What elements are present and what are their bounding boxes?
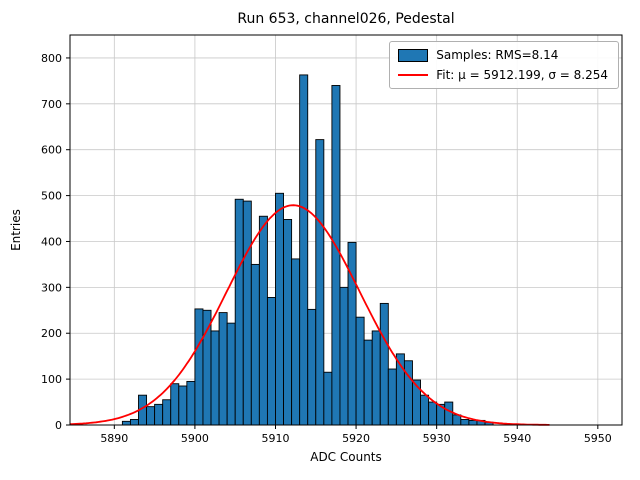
histogram-bar <box>186 380 196 426</box>
x-tick-label: 5920 <box>342 432 370 445</box>
histogram-bar <box>250 263 260 426</box>
histogram-bar <box>452 414 462 426</box>
y-tick-label: 100 <box>41 373 62 386</box>
histogram-bar <box>460 419 470 426</box>
x-tick-label: 5910 <box>261 432 289 445</box>
histogram-bar <box>129 419 139 426</box>
histogram-bar <box>234 198 244 426</box>
x-tick-label: 5900 <box>181 432 209 445</box>
histogram-bar <box>178 385 188 426</box>
histogram-bar <box>266 297 276 426</box>
y-tick-label: 400 <box>41 235 62 248</box>
histogram-bar <box>242 200 252 426</box>
histogram-bar <box>275 192 284 426</box>
histogram-bar <box>307 308 317 426</box>
histogram-bar <box>291 258 301 426</box>
chart-title: Run 653, channel026, Pedestal <box>237 11 455 27</box>
histogram-bar <box>331 85 341 426</box>
y-tick-label: 0 <box>55 419 62 432</box>
histogram-bar <box>403 360 413 426</box>
x-axis-label: ADC Counts <box>310 450 382 464</box>
histogram-bar <box>339 286 349 426</box>
histogram-bar <box>371 330 381 426</box>
histogram-bar <box>146 406 156 426</box>
x-tick-label: 5940 <box>503 432 531 445</box>
histogram-swatch <box>398 48 429 62</box>
histogram-bar <box>387 368 397 426</box>
histogram-bar <box>468 419 478 426</box>
histogram-bar <box>210 330 220 426</box>
fit-curve <box>69 204 550 426</box>
histogram-bar <box>258 215 268 426</box>
histogram-bar <box>428 401 438 426</box>
legend-samples-label: Samples: RMS=8.14 <box>436 48 559 62</box>
histogram-bar <box>299 74 309 426</box>
legend-item-samples: Samples: RMS=8.14 <box>398 48 608 62</box>
histogram-bar <box>194 308 204 426</box>
fit-line-swatch <box>398 74 429 76</box>
histogram-bar <box>323 371 333 426</box>
histogram-bar <box>355 316 365 426</box>
histogram-bar <box>202 309 212 426</box>
y-tick-label: 700 <box>41 98 62 111</box>
histogram-bar <box>420 394 430 426</box>
y-tick-label: 500 <box>41 190 62 203</box>
y-tick-label: 200 <box>41 327 62 340</box>
legend: Samples: RMS=8.14 Fit: μ = 5912.199, σ =… <box>389 41 619 89</box>
x-tick-label: 5950 <box>584 432 612 445</box>
histogram-bar <box>315 139 325 426</box>
legend-fit-label: Fit: μ = 5912.199, σ = 8.254 <box>436 68 608 82</box>
histogram-bar <box>283 218 293 426</box>
y-tick-label: 800 <box>41 52 62 65</box>
histogram-bar <box>218 312 228 426</box>
legend-item-fit: Fit: μ = 5912.199, σ = 8.254 <box>398 68 608 82</box>
y-tick-label: 300 <box>41 281 62 294</box>
axes-box <box>69 34 623 426</box>
histogram-bar <box>154 403 164 426</box>
x-tick-label: 5930 <box>423 432 451 445</box>
x-tick-label: 5890 <box>100 432 128 445</box>
y-tick-label: 600 <box>41 144 62 157</box>
histogram-bar <box>226 322 236 426</box>
histogram-bar <box>170 383 180 426</box>
histogram-bar <box>162 399 172 426</box>
histogram-bar <box>121 420 131 426</box>
histogram-bar <box>379 302 389 426</box>
histogram-bar <box>444 401 454 426</box>
histogram-bar <box>363 339 373 426</box>
